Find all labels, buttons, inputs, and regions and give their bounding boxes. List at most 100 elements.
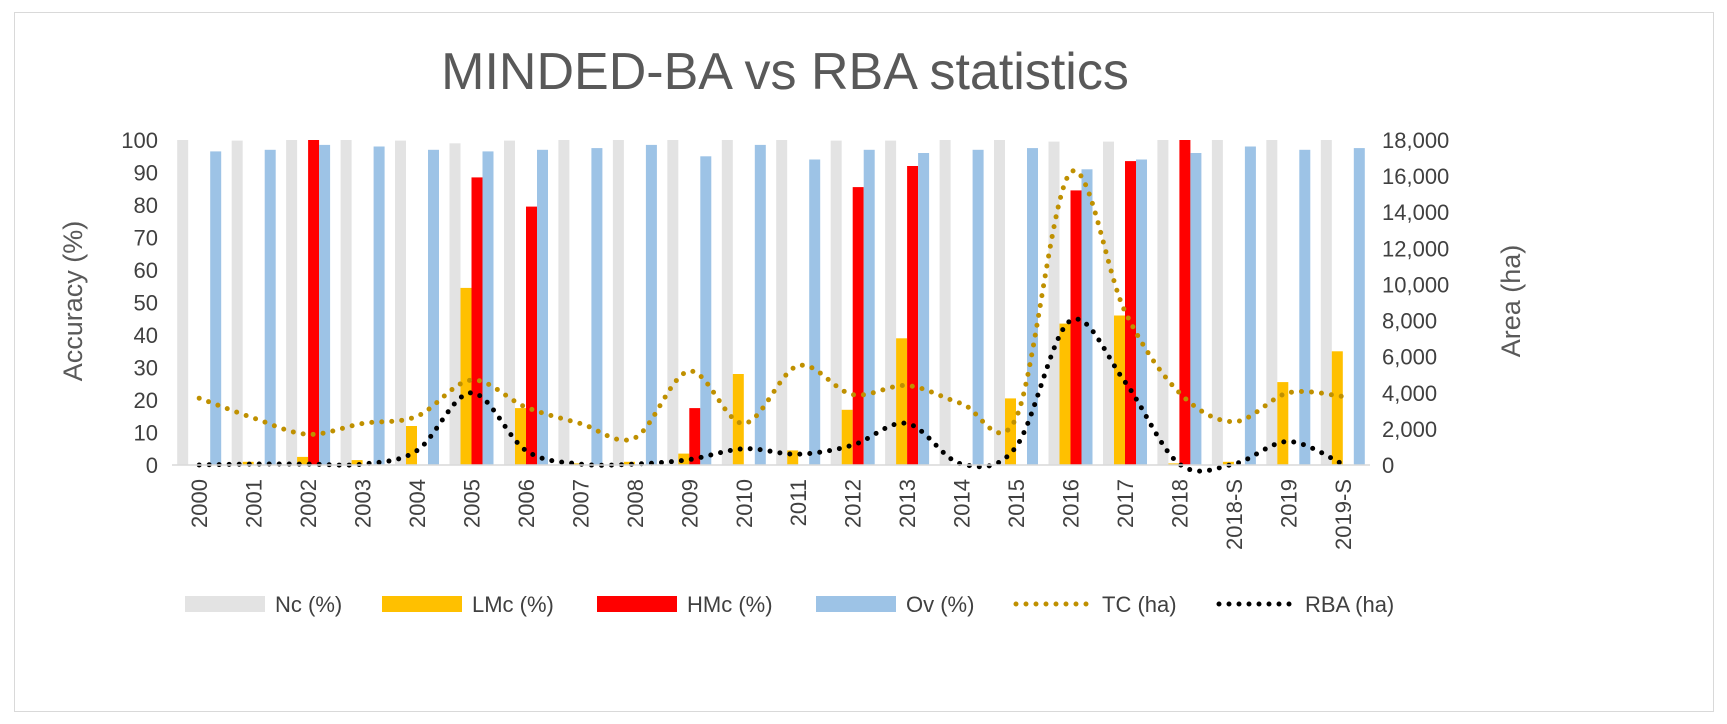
x-tick-label: 2009 bbox=[677, 479, 702, 528]
bar-lmc-2007 bbox=[569, 463, 581, 465]
bar-nc-2002 bbox=[286, 140, 298, 465]
x-tick-label: 2002 bbox=[296, 479, 321, 528]
bar-ov-2000 bbox=[210, 151, 222, 465]
x-tick-label: 2008 bbox=[623, 479, 648, 528]
chart-title: MINDED-BA vs RBA statistics bbox=[441, 43, 1129, 101]
line-rba bbox=[196, 316, 1346, 474]
legend-swatch-lmc bbox=[382, 596, 462, 612]
bar-ov-2008 bbox=[645, 144, 657, 465]
bar-hmc-2009 bbox=[689, 408, 701, 465]
bar-ov-2017 bbox=[1136, 159, 1147, 465]
bar-hmc-2018 bbox=[1179, 140, 1191, 465]
x-tick-label: 2019-S bbox=[1331, 479, 1356, 550]
bar-nc-2016 bbox=[1048, 141, 1060, 465]
bar-ov-2013 bbox=[918, 153, 930, 465]
x-axis-ticks: 2000 2001 2002 2003 2004 2005 2006 2007 2008 2009… bbox=[187, 479, 1356, 550]
bar-ov-2009 bbox=[700, 156, 712, 466]
bar-ov-2002 bbox=[319, 144, 331, 465]
bar-nc-2013 bbox=[885, 140, 897, 465]
x-tick-label: 2007 bbox=[568, 479, 593, 528]
bar-nc-2017 bbox=[1103, 141, 1114, 465]
y2-tick-label: 6,000 bbox=[1382, 345, 1437, 370]
line-tc bbox=[196, 168, 1346, 443]
y-tick-label: 100 bbox=[121, 128, 158, 153]
bar-ov-2005 bbox=[482, 151, 494, 465]
bar-hmc-2016 bbox=[1070, 190, 1082, 465]
bar-nc-2007 bbox=[558, 140, 570, 465]
y-tick-label: 60 bbox=[134, 258, 158, 283]
bar-ov-2011 bbox=[809, 159, 821, 465]
bar-nc-2000 bbox=[177, 140, 189, 465]
x-tick-label: 2018-S bbox=[1222, 479, 1247, 550]
x-tick-label: 2016 bbox=[1059, 479, 1084, 528]
bar-nc-2006 bbox=[504, 140, 515, 465]
bar-ov-2018 bbox=[1190, 153, 1202, 465]
bar-nc-2001 bbox=[231, 140, 243, 465]
y2-tick-label: 12,000 bbox=[1382, 236, 1449, 261]
bar-ov-2015 bbox=[1027, 148, 1038, 465]
bar-nc-2015 bbox=[994, 140, 1005, 465]
legend: Nc (%) LMc (%) HMc (%) Ov (%) TC (ha) RBA (ha… bbox=[185, 592, 1394, 617]
x-tick-label: 2001 bbox=[242, 479, 267, 528]
legend-swatch-hmc bbox=[597, 596, 677, 612]
legend-swatch-nc bbox=[185, 596, 265, 612]
y-tick-label: 80 bbox=[134, 193, 158, 218]
bar-hmc-2002 bbox=[308, 140, 320, 465]
y-axis-title: Accuracy (%) bbox=[58, 221, 88, 382]
bar-lmc-2016 bbox=[1059, 323, 1071, 465]
bar-ov-2014 bbox=[972, 149, 984, 466]
bar-hmc-2006 bbox=[526, 206, 537, 465]
chart-svg: MINDED-BA vs RBA statistics 0 10 20 30 40 50 6… bbox=[58, 43, 1526, 617]
bar-nc-2018-S bbox=[1211, 140, 1223, 465]
bar-lmc-2011 bbox=[787, 450, 799, 465]
bar-lmc-2019-S bbox=[1331, 351, 1343, 466]
bar-hmc-2017 bbox=[1125, 161, 1136, 465]
x-tick-label: 2018 bbox=[1167, 479, 1192, 528]
legend-label-hmc: HMc (%) bbox=[687, 592, 773, 617]
bar-nc-2014 bbox=[939, 140, 951, 465]
y-tick-label: 90 bbox=[134, 161, 158, 186]
bar-nc-2003 bbox=[340, 140, 352, 465]
bar-nc-2005 bbox=[449, 143, 461, 466]
bar-lmc-2017 bbox=[1114, 315, 1125, 465]
y2-tick-label: 18,000 bbox=[1382, 128, 1449, 153]
bar-nc-2012 bbox=[830, 140, 842, 465]
bar-lmc-2005 bbox=[460, 287, 472, 465]
bar-hmc-2005 bbox=[471, 177, 483, 465]
bar-nc-2019-S bbox=[1320, 140, 1332, 465]
bar-lmc-2018 bbox=[1168, 463, 1180, 465]
bar-nc-2004 bbox=[395, 140, 406, 465]
bar-lmc-2015 bbox=[1005, 398, 1016, 465]
y-axis-ticks: 0 10 20 30 40 50 60 70 80 90 100 bbox=[121, 128, 158, 478]
bar-ov-2019 bbox=[1299, 149, 1311, 466]
x-tick-label: 2013 bbox=[895, 479, 920, 528]
bar-ov-2006 bbox=[537, 149, 548, 466]
x-tick-label: 2017 bbox=[1113, 479, 1138, 528]
bar-ov-2010 bbox=[754, 144, 766, 465]
bar-ov-2012 bbox=[863, 149, 875, 466]
bar-ov-2004 bbox=[428, 149, 439, 466]
x-tick-label: 2012 bbox=[841, 479, 866, 528]
x-tick-label: 2010 bbox=[732, 479, 757, 528]
y-tick-label: 0 bbox=[146, 453, 158, 478]
x-tick-label: 2000 bbox=[187, 479, 212, 528]
bar-lmc-2004 bbox=[406, 426, 417, 465]
bar-lmc-2010 bbox=[732, 374, 744, 465]
legend-label-rba: RBA (ha) bbox=[1305, 592, 1394, 617]
legend-label-nc: Nc (%) bbox=[275, 592, 342, 617]
bar-ov-2003 bbox=[373, 146, 385, 465]
bar-ov-2001 bbox=[264, 149, 276, 466]
x-tick-label: 2011 bbox=[786, 479, 811, 526]
bar-ov-2007 bbox=[591, 148, 603, 465]
y-tick-label: 20 bbox=[134, 388, 158, 413]
bar-nc-2009 bbox=[667, 140, 679, 465]
y2-tick-label: 14,000 bbox=[1382, 200, 1449, 225]
y2-tick-label: 10,000 bbox=[1382, 272, 1449, 297]
legend-label-tc: TC (ha) bbox=[1102, 592, 1177, 617]
x-tick-label: 2019 bbox=[1276, 479, 1301, 528]
x-tick-label: 2004 bbox=[405, 479, 430, 528]
x-tick-label: 2015 bbox=[1004, 479, 1029, 528]
x-tick-label: 2006 bbox=[514, 479, 539, 528]
y2-tick-label: 8,000 bbox=[1382, 309, 1437, 334]
bar-nc-2018 bbox=[1157, 140, 1169, 465]
